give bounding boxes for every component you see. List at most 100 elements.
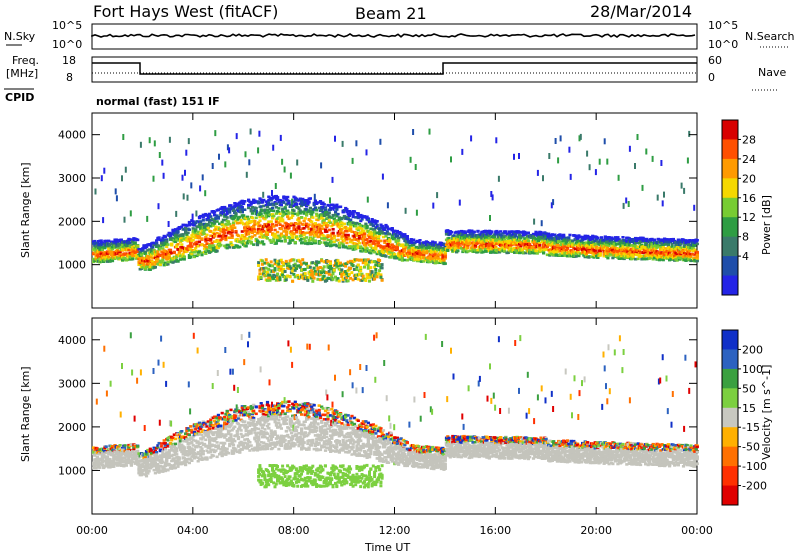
echo-cell: [379, 240, 382, 243]
echo-cell: [527, 239, 530, 242]
echo-cell: [243, 208, 246, 211]
echo-cell: [202, 219, 205, 222]
echo-cell: [586, 151, 588, 157]
echo-cell: [179, 250, 182, 253]
echo-cell: [228, 211, 231, 214]
echo-cell: [634, 163, 636, 169]
echo-cell: [642, 185, 644, 191]
echo-cell: [319, 241, 322, 244]
echo-cell: [151, 246, 154, 249]
echo-cell: [533, 219, 535, 225]
echo-cell: [362, 261, 365, 264]
echo-cell: [560, 135, 562, 141]
echo-cell: [270, 229, 273, 232]
echo-cell: [450, 231, 453, 234]
echo-cell: [328, 270, 331, 273]
echo-cell: [231, 230, 234, 233]
echo-cell: [275, 183, 277, 189]
echo-cell: [568, 147, 570, 153]
echo-cell: [444, 255, 447, 258]
echo-cell: [368, 276, 371, 279]
echo-cell: [238, 246, 241, 249]
echo-cell: [541, 220, 543, 226]
echo-cell: [600, 236, 603, 239]
echo-cell: [285, 278, 288, 281]
echo-cell: [629, 146, 631, 152]
echo-cell: [274, 267, 277, 270]
echo-cell: [187, 195, 189, 201]
echo-cell: [184, 170, 186, 176]
echo-cell: [124, 217, 126, 223]
echo-cell: [308, 201, 311, 204]
echo-cell: [272, 277, 275, 280]
nsky-line: [92, 34, 695, 37]
echo-cell: [234, 230, 237, 233]
echo-cell: [285, 231, 288, 234]
echo-cell: [182, 253, 185, 256]
echo-cell: [376, 275, 379, 278]
freq-strip: Freq. [MHz] 18 8 60 0 Nave CPID normal (…: [4, 54, 786, 108]
echo-cell: [606, 257, 609, 260]
echo-cell: [343, 223, 346, 226]
echo-cell: [338, 280, 341, 283]
echo-cell: [154, 266, 157, 269]
echo-cell: [205, 234, 208, 237]
echo-cell: [285, 233, 288, 236]
echo-cell: [450, 156, 452, 162]
nsearch-tick-bottom: 10^0: [708, 38, 738, 51]
echo-cell: [212, 163, 214, 169]
echo-cell: [204, 190, 206, 196]
echo-cell: [326, 260, 329, 263]
echo-cell: [262, 192, 264, 198]
echo-cell: [418, 239, 421, 242]
echo-cell: [313, 228, 316, 231]
echo-cell: [358, 242, 361, 245]
echo-cell: [599, 254, 602, 257]
echo-cell: [292, 259, 295, 262]
echo-cell: [258, 131, 260, 137]
echo-cell: [335, 208, 338, 211]
echo-cell: [310, 220, 313, 223]
echo-cell: [387, 202, 389, 208]
echo-cell: [276, 231, 279, 234]
echo-cell: [366, 226, 369, 229]
echo-cell: [355, 140, 357, 146]
echo-cell: [197, 253, 200, 256]
echo-cell: [328, 229, 331, 232]
beam-label: Beam 21: [355, 4, 427, 23]
nsky-tick-bottom: 10^0: [52, 38, 82, 51]
echo-cell: [589, 164, 591, 170]
echo-cell: [185, 150, 187, 156]
echo-cell: [444, 262, 447, 265]
echo-cell: [245, 151, 247, 157]
echo-cell: [190, 245, 193, 248]
nave-tick-top: 60: [708, 54, 722, 67]
echo-cell: [513, 154, 515, 160]
echo-cell: [277, 207, 280, 210]
freq-unit-label: [MHz]: [6, 67, 38, 80]
echo-cell: [153, 176, 155, 182]
echo-cell: [595, 169, 597, 175]
echo-cell: [188, 138, 190, 144]
echo-cell: [242, 203, 245, 206]
echo-cell: [566, 247, 569, 250]
echo-cell: [342, 141, 344, 147]
echo-cell: [314, 194, 316, 200]
nsearch-label: N.Search: [745, 30, 795, 43]
echo-cell: [292, 226, 295, 229]
echo-cell: [198, 241, 201, 244]
echo-cell: [257, 147, 259, 153]
echo-cell: [291, 280, 294, 283]
echo-cell: [188, 228, 191, 231]
echo-cell: [434, 241, 437, 244]
echo-cell: [192, 214, 194, 220]
echo-cell: [231, 234, 234, 237]
echo-cell: [304, 217, 307, 220]
echo-cell: [374, 248, 377, 251]
echo-cell: [208, 213, 211, 216]
echo-cell: [140, 142, 142, 148]
echo-cell: [305, 236, 308, 239]
nsky-trace: [92, 34, 695, 37]
echo-cell: [604, 138, 606, 144]
echo-cell: [527, 232, 530, 235]
